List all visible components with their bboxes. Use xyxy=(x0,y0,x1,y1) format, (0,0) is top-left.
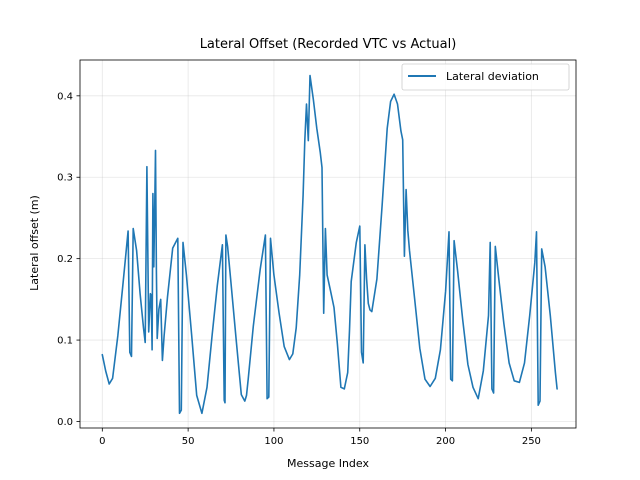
plot-frame xyxy=(79,59,577,429)
x-axis-title: Message Index xyxy=(287,457,369,470)
x-tick-label: 200 xyxy=(436,436,455,447)
grid xyxy=(80,60,576,428)
y-tick-label: 0.2 xyxy=(57,254,73,265)
x-tick-label: 50 xyxy=(182,436,195,447)
x-tick-label: 150 xyxy=(350,436,369,447)
x-tick-label: 250 xyxy=(522,436,541,447)
y-axis-title: Lateral offset (m) xyxy=(28,195,41,291)
legend: Lateral deviation xyxy=(401,63,570,91)
x-tick-label: 100 xyxy=(264,436,283,447)
series-line xyxy=(101,74,558,415)
chart-title: Lateral Offset (Recorded VTC vs Actual) xyxy=(200,37,457,52)
series-layer xyxy=(101,74,558,415)
ticks: 0 50 100 150 200 250 0.0 0.1 0.2 0.3 0.4 xyxy=(57,91,541,447)
y-tick-label: 0.4 xyxy=(57,91,73,102)
legend-label: Lateral deviation xyxy=(446,70,539,83)
y-tick-label: 0.3 xyxy=(57,173,73,184)
legend-box xyxy=(401,63,570,91)
y-tick-label: 0.0 xyxy=(57,417,73,428)
y-tick-label: 0.1 xyxy=(57,336,73,347)
x-tick-label: 0 xyxy=(99,436,105,447)
